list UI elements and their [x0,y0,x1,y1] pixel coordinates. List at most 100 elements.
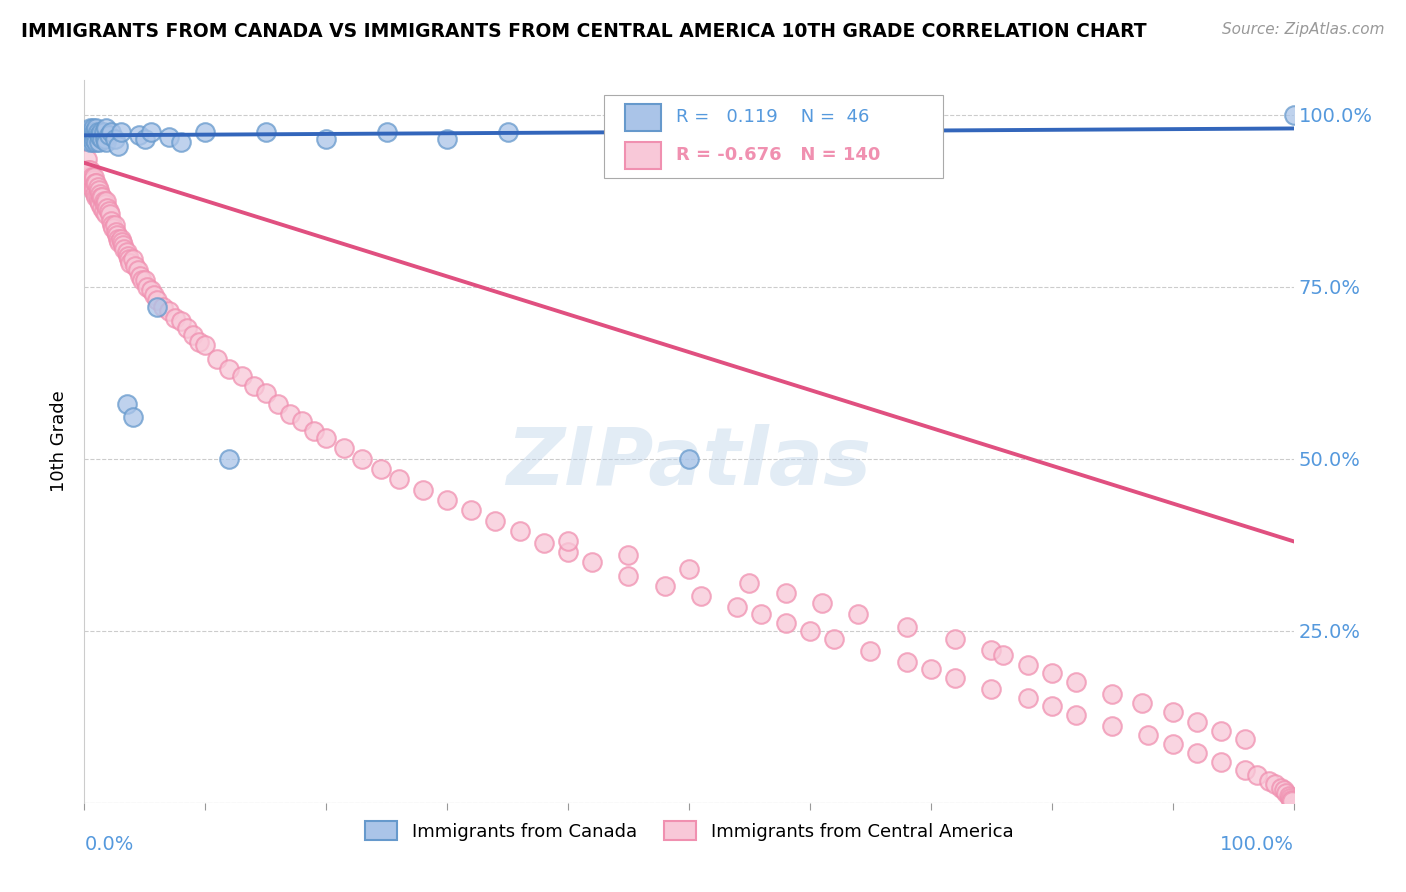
Point [91,190,114,204]
Point [82,183,104,197]
Point [143,288,166,302]
Point [146,293,169,308]
Point [86,190,108,204]
Point [1278,789,1301,803]
Point [980,643,1002,657]
Point [859,644,882,658]
Point [557,534,579,549]
Point [980,682,1002,697]
Point [1209,723,1232,738]
Text: R =   0.119    N =  46: R = 0.119 N = 46 [676,108,869,127]
Point [129,269,152,284]
Point [91,201,114,215]
Point [823,632,845,646]
Point [1282,108,1305,122]
Point [267,397,290,411]
Point [254,125,277,139]
Point [80,180,103,194]
Point [93,204,115,219]
Point [82,121,104,136]
Point [89,197,111,211]
Point [134,273,156,287]
Point [136,279,159,293]
Point [121,252,143,267]
Point [278,407,301,421]
Point [1275,786,1298,800]
Point [104,132,127,146]
Point [77,169,100,184]
Point [170,314,193,328]
Point [80,169,103,184]
Point [112,238,135,252]
Point [128,128,150,143]
Point [87,128,110,143]
Point [90,190,112,204]
Point [86,135,108,149]
Point [291,414,314,428]
Point [846,607,869,621]
Point [77,125,100,139]
Point [751,607,773,621]
Point [1064,707,1087,722]
Point [509,524,531,538]
Point [218,451,240,466]
Point [943,632,966,646]
Point [97,204,120,219]
Point [82,135,104,149]
Point [811,596,834,610]
Point [725,599,748,614]
Point [117,249,139,263]
Point [352,451,374,466]
Point [120,255,142,269]
Point [104,225,127,239]
Point [1017,658,1039,673]
Point [84,177,107,191]
Point [77,128,100,143]
Point [436,493,458,508]
Point [111,235,134,249]
Point [107,138,129,153]
Point [617,568,640,582]
Point [484,514,506,528]
Point [100,214,122,228]
Point [333,442,356,456]
Point [87,194,110,208]
Point [79,121,101,136]
Point [1264,776,1286,790]
Point [388,472,411,486]
Point [690,590,713,604]
Point [87,135,110,149]
Point [581,555,603,569]
Point [86,180,108,194]
Text: ZIPatlas: ZIPatlas [506,425,872,502]
Point [91,132,114,146]
Point [79,135,101,149]
Point [218,362,240,376]
FancyBboxPatch shape [605,95,943,178]
Point [315,431,337,445]
Point [375,125,398,139]
Point [436,132,458,146]
Point [207,351,229,366]
Point [115,397,138,411]
Point [157,303,180,318]
Point [139,283,162,297]
Point [775,586,797,600]
Bar [624,142,661,169]
Point [165,310,187,325]
Point [86,121,108,136]
Point [87,183,110,197]
Point [1161,705,1184,719]
Point [83,180,105,194]
Point [920,662,942,676]
Text: R = -0.676   N = 140: R = -0.676 N = 140 [676,146,880,164]
Point [799,624,821,638]
Point [170,135,193,149]
Point [103,221,125,235]
Point [94,194,117,208]
Text: IMMIGRANTS FROM CANADA VS IMMIGRANTS FROM CENTRAL AMERICA 10TH GRADE CORRELATION: IMMIGRANTS FROM CANADA VS IMMIGRANTS FRO… [21,22,1147,41]
Point [118,252,141,267]
Point [86,125,108,139]
Point [654,579,676,593]
Point [157,129,180,144]
